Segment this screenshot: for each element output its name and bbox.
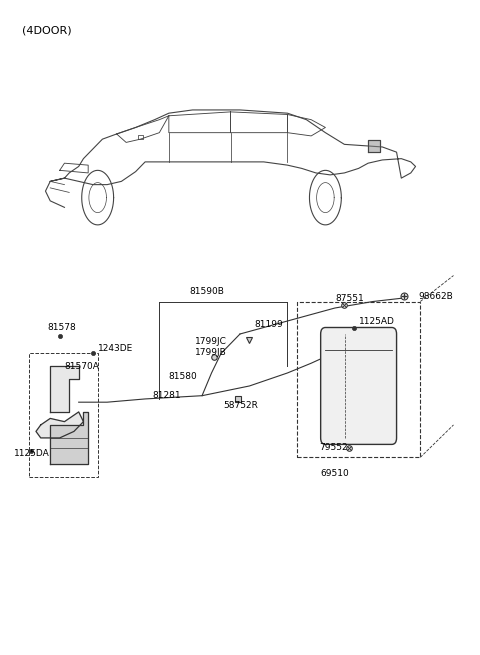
- Text: 1125AD: 1125AD: [359, 316, 395, 326]
- Text: 81281: 81281: [152, 391, 181, 400]
- Text: (4DOOR): (4DOOR): [22, 26, 72, 35]
- Polygon shape: [50, 412, 88, 464]
- Text: 98662B: 98662B: [418, 292, 453, 301]
- Text: 81578: 81578: [47, 323, 76, 332]
- Text: 81580: 81580: [169, 371, 198, 381]
- Text: 79552: 79552: [320, 443, 348, 452]
- Text: 87551: 87551: [335, 294, 364, 303]
- Polygon shape: [36, 412, 84, 438]
- Text: 69510: 69510: [321, 469, 349, 478]
- Text: 1799JC: 1799JC: [195, 337, 227, 346]
- Polygon shape: [50, 366, 79, 412]
- FancyBboxPatch shape: [321, 328, 396, 444]
- Text: 58752R: 58752R: [223, 401, 258, 410]
- Text: 1125DA: 1125DA: [14, 449, 49, 458]
- Text: 1799JB: 1799JB: [195, 348, 227, 357]
- Text: 1243DE: 1243DE: [97, 344, 133, 353]
- Polygon shape: [368, 140, 380, 152]
- Text: 81570A: 81570A: [64, 362, 99, 371]
- Text: 81199: 81199: [254, 320, 283, 329]
- Text: 81590B: 81590B: [189, 288, 224, 296]
